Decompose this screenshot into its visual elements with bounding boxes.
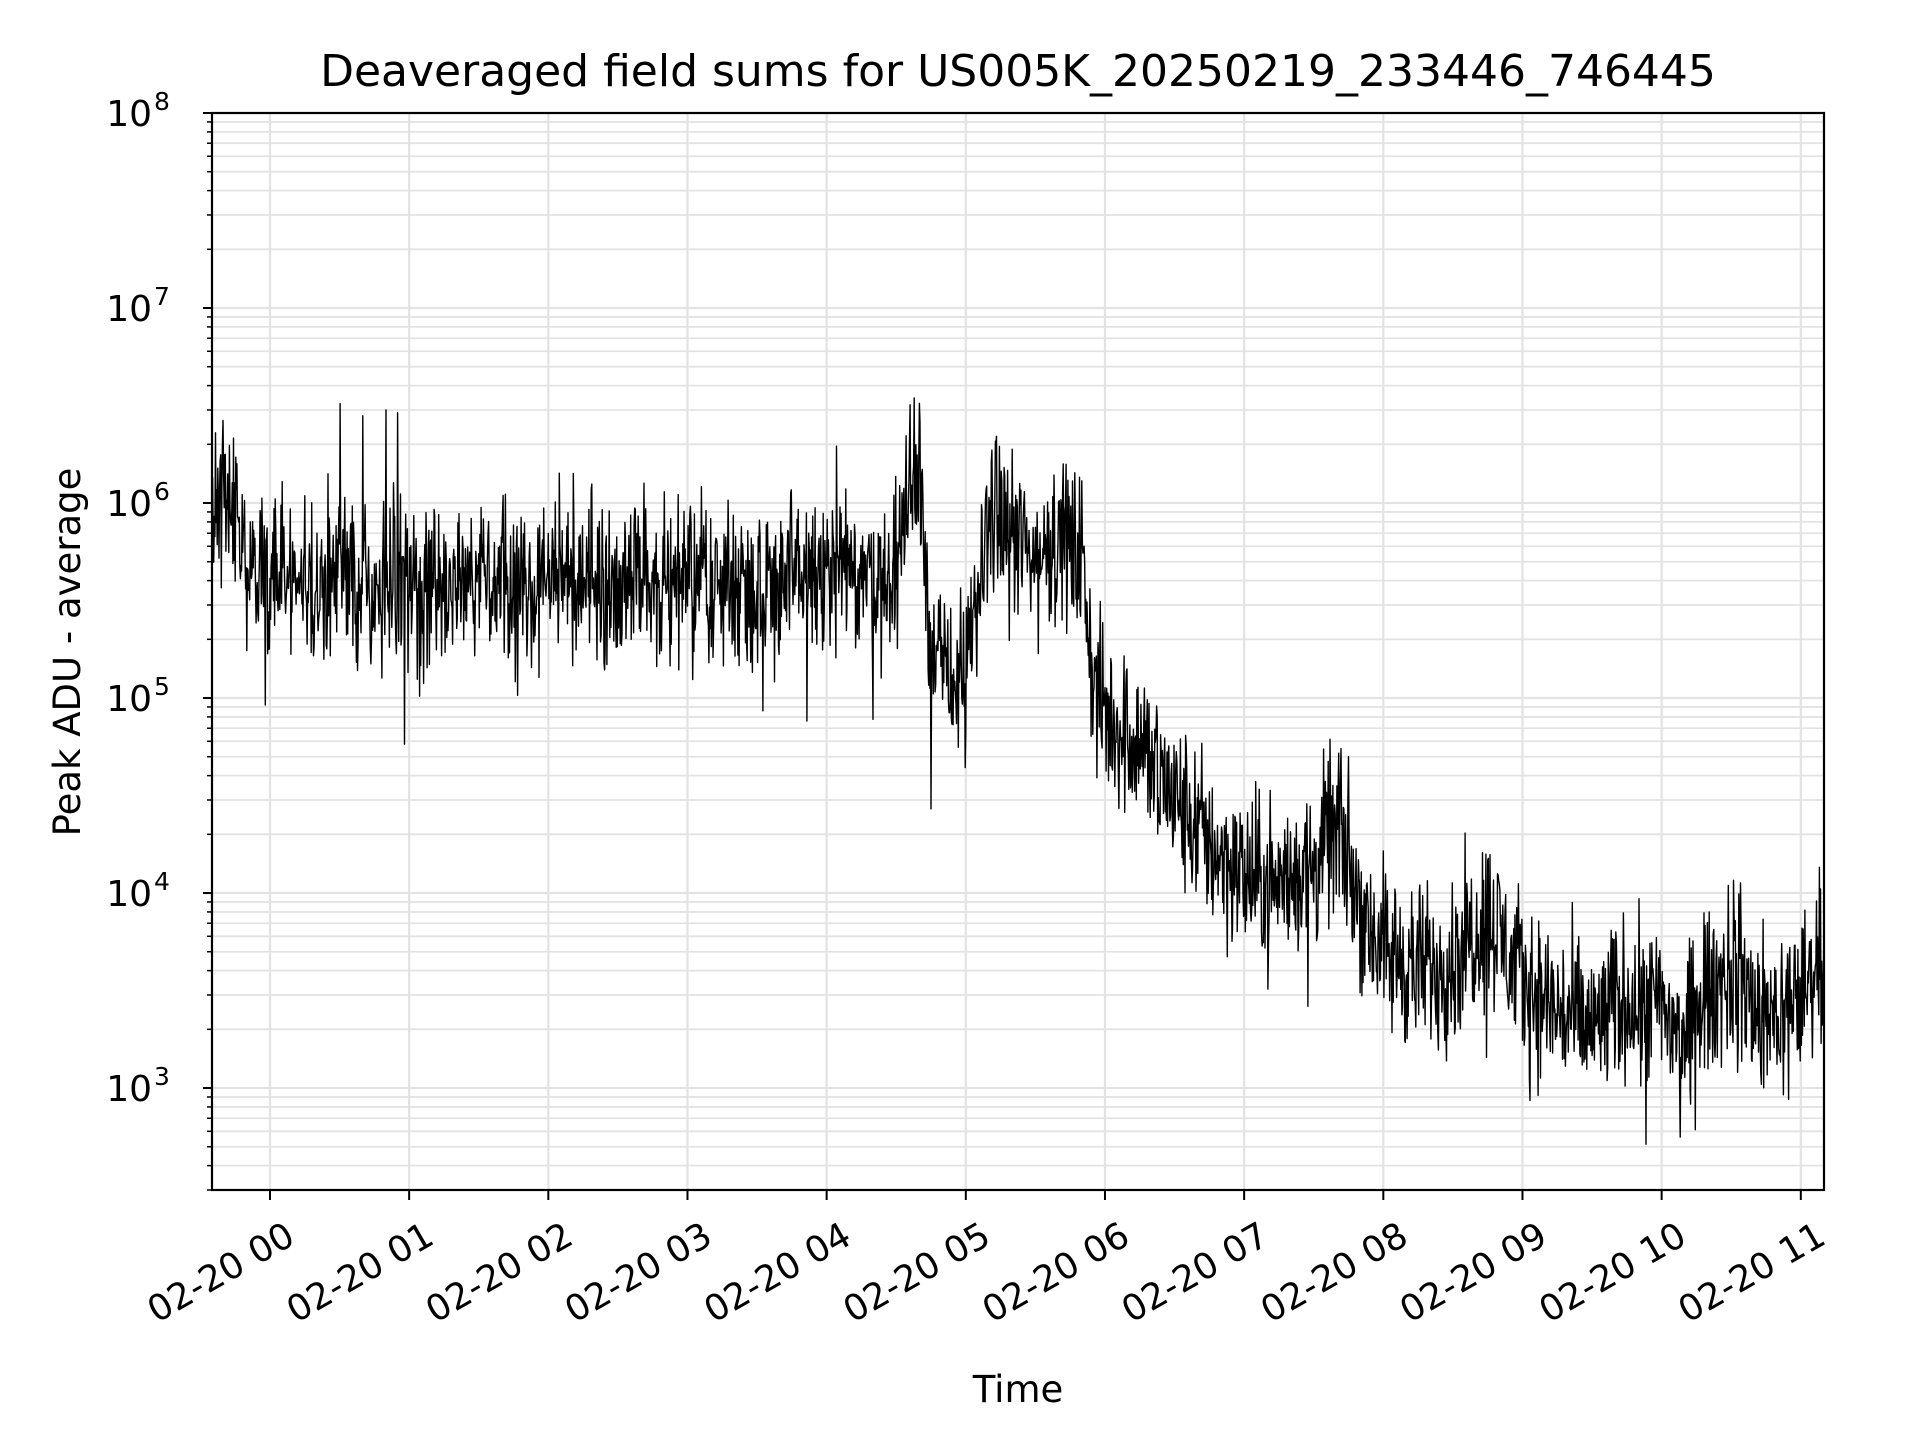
y-tick-label-exponent: 7 [154, 282, 170, 311]
y-tick-label: 10 [106, 289, 152, 330]
plot-frame [210, 111, 1826, 1192]
y-tick-label: 10 [106, 1069, 152, 1110]
y-tick-label: 10 [106, 679, 152, 720]
y-axis-label: Peak ADU - average [46, 468, 89, 837]
y-tick-label: 10 [106, 484, 152, 525]
y-tick-label: 10 [106, 874, 152, 915]
y-tick-label: 10 [106, 94, 152, 135]
grid [212, 111, 1824, 1191]
series-line [212, 397, 1824, 1145]
y-tick-label-exponent: 4 [154, 867, 170, 896]
series-layer [212, 397, 1824, 1145]
x-axis-label: Time [972, 1368, 1064, 1411]
y-tick-label-exponent: 5 [154, 672, 170, 701]
y-tick-label-exponent: 8 [154, 87, 170, 116]
y-tick-label-exponent: 6 [154, 477, 170, 506]
y-tick-label-exponent: 3 [154, 1062, 170, 1091]
chart-title: Deaveraged field sums for US005K_2025021… [320, 46, 1716, 97]
